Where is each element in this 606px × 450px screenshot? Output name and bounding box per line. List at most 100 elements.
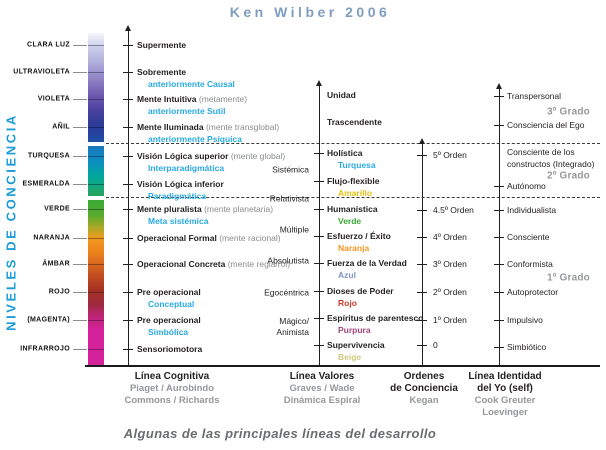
identidad-footer-author: Cook Greuter: [474, 395, 536, 406]
cognitiva-tick: [123, 99, 133, 100]
gradient-bar-segment: [88, 33, 104, 142]
identidad-tick: [494, 264, 504, 265]
cognitiva-item-label: Mente Iluminada (mente transglobal): [137, 122, 280, 132]
valores-tick: [314, 345, 324, 346]
valores-color-label: Azul: [338, 270, 356, 280]
valores-color-label: Naranja: [338, 243, 370, 253]
cognitiva-item-sublabel: Interparadigmática: [148, 163, 225, 173]
cognitiva-tick: [123, 264, 133, 265]
kegan-tick: [417, 345, 427, 346]
level-connector: [73, 127, 87, 128]
grado-label: 2º Grado: [546, 170, 590, 182]
kegan-tick: [417, 210, 427, 211]
cognitiva-footer-author: Piaget / Aurobindo: [129, 383, 215, 394]
valores-item-label: Fuerza de la Verdad: [327, 258, 407, 268]
level-connector: [73, 264, 87, 265]
cognitiva-item-sublabel: anteriormente Psíquica: [148, 134, 243, 144]
cognitiva-item-paren: (mente racional): [216, 233, 281, 243]
level-bar-tick: [88, 127, 104, 128]
level-label: ROJO: [48, 288, 70, 296]
cognitiva-tick: [123, 156, 133, 157]
identidad-item-label: Simbiótico: [507, 342, 547, 352]
valores-item-label: Humanística: [327, 204, 378, 214]
kegan-order-label: 0: [433, 340, 438, 350]
cognitiva-tick: [123, 209, 133, 210]
cognitiva-tick: [123, 45, 133, 46]
kegan-footer-author: Kegan: [409, 395, 439, 406]
identidad-item-label: Consciencia del Ego: [507, 120, 585, 130]
level-connector: [73, 349, 87, 350]
cognitiva-item-sublabel: anteriormente Sutil: [148, 106, 226, 116]
valores-tick: [314, 263, 324, 264]
level-connector: [73, 99, 87, 100]
identidad-axis-arrow-icon: [496, 83, 502, 89]
cognitiva-item-label: Visión Lógica superior (mente global): [137, 151, 286, 161]
kegan-tick: [417, 237, 427, 238]
valores-item-label: Esfuerzo / Éxito: [327, 231, 391, 241]
valores-color-label: Purpura: [338, 325, 371, 335]
level-bar-tick: [88, 45, 104, 46]
level-label: NARANJA: [33, 234, 70, 242]
cognitiva-tick: [123, 127, 133, 128]
gradient-bar-segment: [88, 146, 104, 196]
cognitiva-item-sublabel: Simbólica: [148, 327, 189, 337]
kegan-footer: Ordenes de Conciencia Kegan: [344, 371, 504, 407]
kegan-order-label: 4.5º Orden: [433, 205, 474, 215]
valores-item-label: Supervivencia: [327, 340, 385, 350]
level-connector: [73, 320, 87, 321]
identidad-item-label: Consciente de los constructos (Integrado): [507, 147, 595, 169]
valores-footer-author: Dinámica Espiral: [283, 395, 361, 406]
cognitiva-item-sublabel: Meta sistémica: [148, 216, 209, 226]
valores-item-label: Espíritus de parentesco: [327, 313, 424, 323]
valores-tick: [314, 318, 324, 319]
cognitiva-item-paren: (mente regla/rol): [225, 259, 291, 269]
valores-category-label: Egocéntrica: [264, 287, 309, 298]
level-bar-tick: [88, 349, 104, 350]
kegan-footer-title: Ordenes: [403, 371, 445, 382]
kegan-order-label: 5º Orden: [433, 150, 467, 160]
identidad-item-label: Transpersonal: [507, 91, 562, 101]
cognitiva-tick: [123, 184, 133, 185]
cognitiva-footer: Línea Cognitiva Piaget / Aurobindo Commons…: [92, 371, 252, 407]
cognitiva-footer-title: Línea Cognitiva: [134, 371, 210, 382]
identidad-tick: [494, 292, 504, 293]
identidad-footer-author: Loevinger: [482, 407, 528, 418]
baseline: [85, 365, 600, 367]
level-label: VERDE: [44, 205, 70, 213]
valores-category-label: Mágico/Animista: [276, 316, 309, 337]
level-bar-tick: [88, 184, 104, 185]
valores-axis-arrow-icon: [316, 80, 322, 86]
identidad-item-label: Conformista: [507, 259, 553, 269]
cognitiva-footer-author: Commons / Richards: [124, 395, 220, 406]
identidad-item-label: Impulsivo: [507, 315, 543, 325]
level-label: INFRARROJO: [20, 345, 70, 353]
identidad-footer-title: Línea Identidad: [468, 371, 542, 382]
level-label: ESMERALDA: [22, 180, 70, 188]
cognitiva-item-paren: (mente global): [228, 151, 286, 161]
valores-color-label: Turquesa: [338, 160, 376, 170]
kegan-footer-title: de Conciencia: [390, 383, 458, 394]
valores-item-label: Flujo-flexible: [327, 176, 380, 186]
valores-tick: [314, 291, 324, 292]
valores-axis: [319, 86, 320, 365]
cognitiva-item-label: Visión Lógica inferior: [137, 179, 224, 189]
level-connector: [73, 209, 87, 210]
valores-category-label: Sistémica: [272, 164, 309, 175]
identidad-tick: [494, 125, 504, 126]
valores-footer-author: Graves / Wade: [289, 383, 355, 394]
cognitiva-item-paren: (mente planetaria): [201, 204, 274, 214]
cognitiva-item-sublabel: Paradigmática: [148, 191, 207, 201]
levels-axis-title: NIVELES DE CONCIENCIA: [3, 113, 19, 331]
kegan-order-label: 4º Orden: [433, 232, 467, 242]
caption: Algunas de las principales líneas del de…: [123, 426, 437, 441]
cognitiva-item-label: Operacional Formal (mente racional): [137, 233, 281, 243]
valores-tick: [314, 181, 324, 182]
kegan-tick: [417, 292, 427, 293]
cognitiva-tick: [123, 238, 133, 239]
kegan-tick: [417, 320, 427, 321]
level-label: VIOLETA: [37, 95, 70, 103]
stage-boundary-dashed-line: [106, 143, 600, 144]
level-connector: [73, 238, 87, 239]
stage-boundary-dashed-line: [106, 197, 600, 198]
identidad-tick: [494, 237, 504, 238]
